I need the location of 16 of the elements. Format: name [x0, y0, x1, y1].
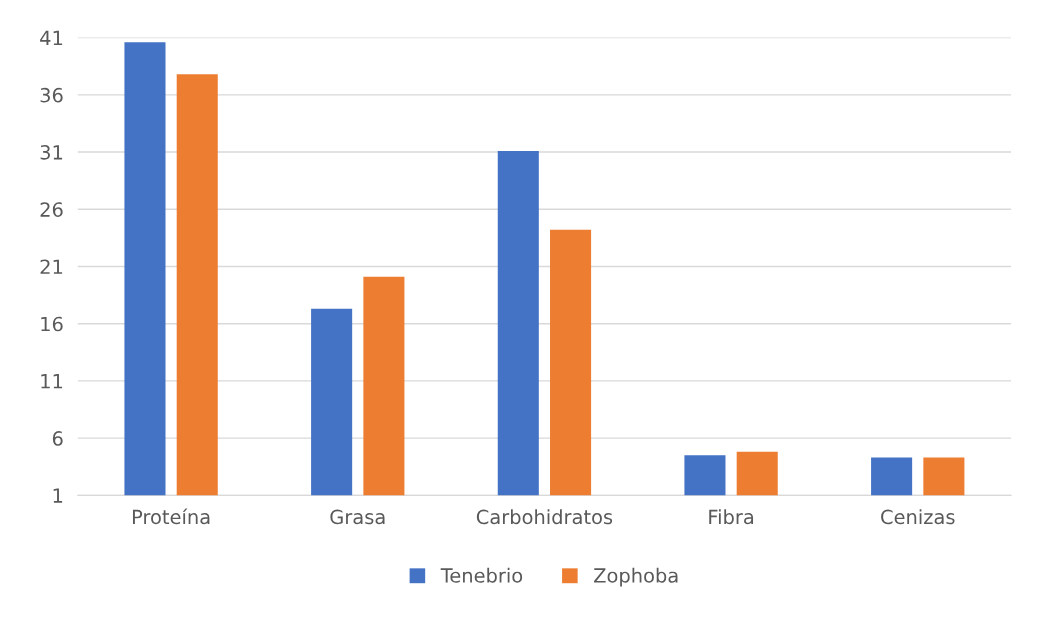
x-tick-label: Cenizas — [881, 509, 955, 525]
y-tick-label: 16 — [41, 316, 63, 332]
y-tick-label: 26 — [40, 202, 63, 217]
legend-label: Zophoba — [594, 567, 678, 587]
x-tick-label: Proteína — [132, 508, 210, 525]
y-tick-label: 21 — [40, 259, 63, 274]
y-tick-label: 1 — [53, 488, 63, 503]
y-tick-label: 36 — [40, 87, 63, 103]
y-tick-label: 6 — [52, 431, 63, 446]
x-tick-label: Fibra — [709, 509, 754, 525]
x-tick-label: Grasa — [330, 509, 385, 525]
x-tick-label: Carbohidratos — [476, 509, 613, 525]
y-tick-label: 41 — [40, 30, 63, 46]
y-tick-label: 31 — [40, 145, 63, 160]
y-tick-label: 11 — [41, 374, 63, 389]
legend-label: Tenebrio — [440, 567, 523, 583]
